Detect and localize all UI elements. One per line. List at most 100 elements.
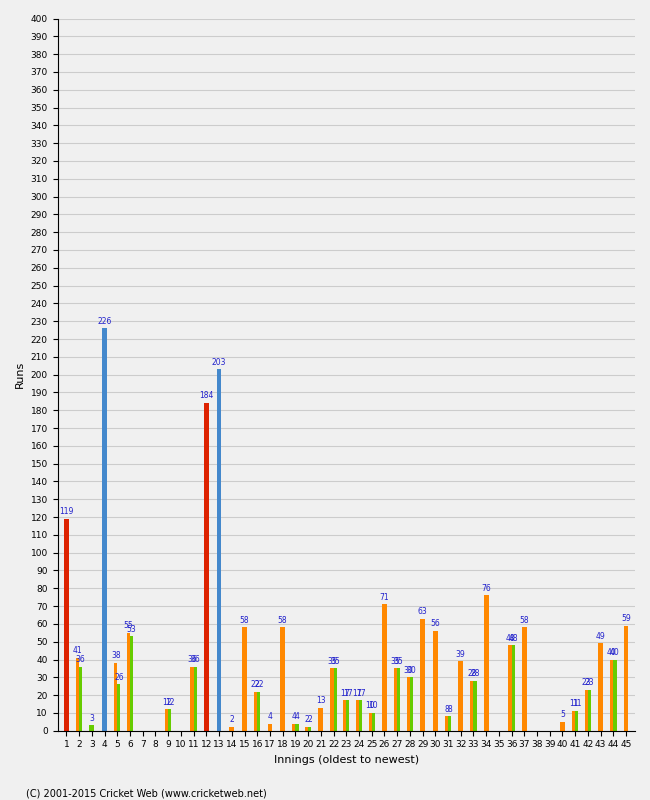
Bar [168, 710, 172, 730]
Bar [257, 691, 261, 730]
Bar [407, 678, 410, 730]
Text: 40: 40 [607, 648, 617, 657]
Text: 119: 119 [59, 507, 73, 516]
Bar [420, 618, 425, 730]
Text: 5: 5 [560, 710, 565, 719]
Text: 35: 35 [330, 657, 340, 666]
Bar [473, 681, 476, 730]
Text: 48: 48 [508, 634, 518, 642]
Bar [318, 707, 323, 730]
Bar [448, 717, 451, 730]
Text: 36: 36 [76, 655, 86, 664]
Text: 11: 11 [569, 699, 578, 709]
Text: 3: 3 [90, 714, 94, 722]
Bar [114, 663, 117, 730]
Bar [295, 723, 298, 730]
Bar [130, 636, 133, 730]
Bar [102, 328, 107, 730]
Text: 48: 48 [505, 634, 515, 642]
Text: 22: 22 [254, 680, 263, 689]
Bar [79, 666, 83, 730]
Bar [522, 627, 526, 730]
Bar [394, 669, 397, 730]
Text: 58: 58 [240, 616, 250, 625]
Bar [484, 595, 489, 730]
Text: 28: 28 [471, 669, 480, 678]
Text: 10: 10 [369, 702, 378, 710]
Text: 2: 2 [304, 715, 309, 725]
Text: 36: 36 [187, 655, 197, 664]
Bar [254, 691, 257, 730]
Bar [588, 690, 591, 730]
Text: 39: 39 [456, 650, 465, 658]
Text: 11: 11 [572, 699, 582, 709]
Bar [372, 713, 375, 730]
Bar [346, 701, 350, 730]
Text: 184: 184 [199, 391, 214, 401]
Bar [585, 690, 588, 730]
Bar [127, 633, 130, 730]
Bar [305, 727, 308, 730]
Text: 63: 63 [418, 607, 428, 616]
Bar [572, 711, 575, 730]
Text: 76: 76 [481, 584, 491, 593]
Text: 226: 226 [98, 317, 112, 326]
Text: 30: 30 [407, 666, 417, 674]
Bar [359, 701, 362, 730]
Text: 23: 23 [585, 678, 594, 687]
Bar [280, 627, 285, 730]
Bar [397, 669, 400, 730]
Bar [410, 678, 413, 730]
Bar [76, 658, 79, 730]
Text: 13: 13 [316, 696, 326, 705]
Bar [194, 666, 197, 730]
Y-axis label: Runs: Runs [15, 361, 25, 388]
Bar [292, 723, 295, 730]
Bar [369, 713, 372, 730]
Text: 59: 59 [621, 614, 631, 623]
Text: 58: 58 [519, 616, 529, 625]
Bar [356, 701, 359, 730]
Text: 12: 12 [165, 698, 175, 706]
Bar [308, 727, 311, 730]
Text: 58: 58 [278, 616, 287, 625]
Bar [330, 669, 333, 730]
Text: 40: 40 [610, 648, 620, 657]
Text: 2: 2 [307, 715, 312, 725]
Text: 49: 49 [596, 632, 606, 641]
Bar [117, 685, 120, 730]
Text: 8: 8 [444, 705, 448, 714]
Text: 4: 4 [268, 712, 272, 721]
Text: 17: 17 [340, 689, 350, 698]
Text: 35: 35 [394, 657, 404, 666]
Text: (C) 2001-2015 Cricket Web (www.cricketweb.net): (C) 2001-2015 Cricket Web (www.cricketwe… [26, 788, 266, 798]
Text: 17: 17 [343, 689, 353, 698]
Bar [560, 722, 565, 730]
Bar [190, 666, 194, 730]
Bar [614, 659, 617, 730]
Bar [216, 370, 222, 730]
Text: 4: 4 [294, 712, 300, 721]
Text: 71: 71 [380, 593, 389, 602]
Bar [458, 662, 463, 730]
Text: 10: 10 [365, 702, 375, 710]
Bar [624, 626, 629, 730]
Text: 17: 17 [356, 689, 365, 698]
Bar [508, 646, 512, 730]
Text: 203: 203 [212, 358, 226, 366]
Bar [90, 726, 94, 730]
Bar [343, 701, 346, 730]
Text: 28: 28 [467, 669, 476, 678]
Bar [204, 403, 209, 730]
Text: 22: 22 [251, 680, 261, 689]
Text: 55: 55 [124, 621, 133, 630]
Bar [610, 659, 614, 730]
Text: 26: 26 [114, 673, 124, 682]
Text: 23: 23 [582, 678, 591, 687]
Text: 36: 36 [190, 655, 200, 664]
Bar [471, 681, 473, 730]
Bar [433, 631, 437, 730]
Text: 30: 30 [404, 666, 413, 674]
Text: 8: 8 [447, 705, 452, 714]
Bar [229, 727, 234, 730]
